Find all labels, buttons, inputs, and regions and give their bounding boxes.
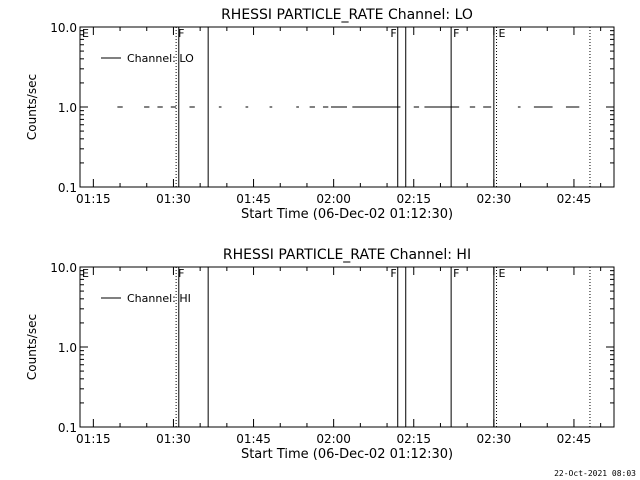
y-tick-label: 0.1 bbox=[58, 181, 77, 195]
marker-label: F bbox=[178, 27, 184, 40]
y-tick-label: 1.0 bbox=[58, 341, 77, 355]
y-axis-label: Counts/sec bbox=[25, 74, 39, 140]
x-tick-label: 01:45 bbox=[236, 432, 271, 446]
x-axis-label: Start Time (06-Dec-02 01:12:30) bbox=[241, 207, 453, 222]
y-tick-label: 1.0 bbox=[58, 101, 77, 115]
marker-label: E bbox=[499, 267, 506, 280]
y-tick-label: 0.1 bbox=[58, 421, 77, 435]
x-tick-label: 01:30 bbox=[156, 192, 191, 206]
marker-label: F bbox=[453, 267, 459, 280]
marker-label: E bbox=[82, 27, 89, 40]
x-tick-label: 02:30 bbox=[477, 192, 512, 206]
marker-label: E bbox=[499, 27, 506, 40]
x-tick-label: 02:45 bbox=[557, 432, 592, 446]
legend-label: Channel: HI bbox=[127, 292, 191, 305]
x-tick-label: 02:15 bbox=[396, 432, 431, 446]
legend-label: Channel: LO bbox=[127, 52, 194, 65]
marker-label: F bbox=[390, 267, 396, 280]
x-tick-label: 02:00 bbox=[316, 432, 351, 446]
marker-label: F bbox=[390, 27, 396, 40]
x-tick-label: 02:15 bbox=[396, 192, 431, 206]
y-tick-label: 10.0 bbox=[50, 21, 77, 35]
y-axis-label: Counts/sec bbox=[25, 314, 39, 380]
x-tick-label: 01:15 bbox=[76, 432, 111, 446]
x-tick-label: 01:15 bbox=[76, 192, 111, 206]
plot-frame bbox=[79, 266, 615, 428]
chart-title: RHESSI PARTICLE_RATE Channel: LO bbox=[221, 7, 473, 23]
marker-label: E bbox=[82, 267, 89, 280]
x-tick-label: 01:30 bbox=[156, 432, 191, 446]
chart-panel-1: RHESSI PARTICLE_RATE Channel: LO 01:15 01:… bbox=[25, 7, 615, 222]
x-tick-label: 02:00 bbox=[316, 192, 351, 206]
marker-label: F bbox=[178, 267, 184, 280]
y-tick-label: 10.0 bbox=[50, 261, 77, 275]
x-tick-label: 01:45 bbox=[236, 192, 271, 206]
x-axis-label: Start Time (06-Dec-02 01:12:30) bbox=[241, 447, 453, 462]
chart-title: RHESSI PARTICLE_RATE Channel: HI bbox=[223, 247, 471, 263]
marker-label: F bbox=[453, 27, 459, 40]
x-tick-label: 02:30 bbox=[477, 432, 512, 446]
timestamp-label: 22-Oct-2021 08:03 bbox=[554, 469, 636, 478]
chart-panel-2: RHESSI PARTICLE_RATE Channel: HI 01:15 01:… bbox=[25, 247, 615, 462]
x-tick-label: 02:45 bbox=[557, 192, 592, 206]
